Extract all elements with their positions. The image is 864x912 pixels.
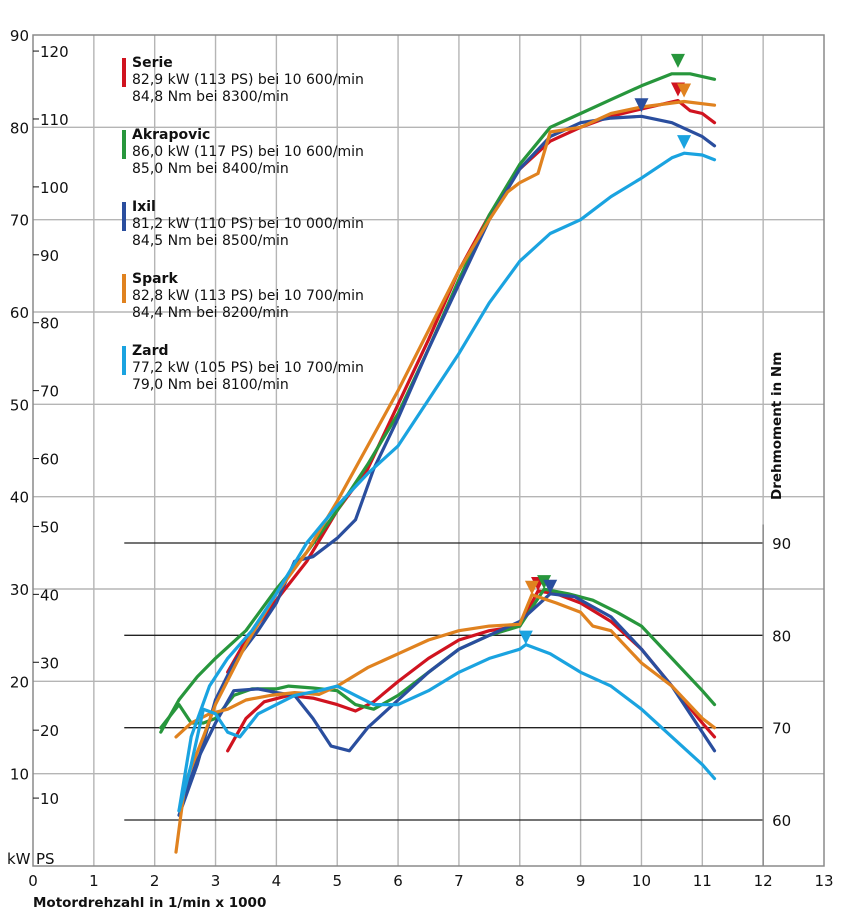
ps-tick-label: 20 xyxy=(40,722,59,740)
legend-swatch xyxy=(122,202,126,231)
kw-tick-label: 80 xyxy=(10,119,29,137)
ps-unit-label: PS xyxy=(36,850,55,868)
legend-swatch xyxy=(122,58,126,87)
x-tick-label: 9 xyxy=(576,872,586,890)
torque-curve-akrapovic xyxy=(159,587,717,730)
x-tick-label: 0 xyxy=(28,872,38,890)
peak-power-marker-akrapovic xyxy=(670,53,685,68)
kw-tick-label: 50 xyxy=(10,396,29,414)
legend-label: Serie xyxy=(132,55,173,71)
x-axis-title: Motordrehzahl in 1/min x 1000 xyxy=(33,895,266,911)
legend-swatch xyxy=(122,346,126,375)
peak-power-marker-spark xyxy=(677,83,692,98)
legend-label: Ixil xyxy=(132,199,156,215)
legend-power-text: 82,9 kW (113 PS) bei 10 600/min xyxy=(132,72,364,88)
peak-torque-marker-akrapovic xyxy=(537,575,552,590)
legend-torque-text: 84,8 Nm bei 8300/min xyxy=(132,89,289,105)
kw-tick-label: 60 xyxy=(10,304,29,322)
plot-frame xyxy=(32,34,825,867)
kw-tick-label: 30 xyxy=(10,581,29,599)
torque-reference-lines xyxy=(124,542,764,821)
legend-torque-text: 84,5 Nm bei 8500/min xyxy=(132,233,289,249)
tick-labels: 0 1 2 3 4 5 6 7 8 9 10 11 12 131020304050607080901020… xyxy=(10,27,834,890)
legend-item-serie: Serie 82,9 kW (113 PS) bei 10 600/min 84… xyxy=(122,55,364,106)
x-tick-label: 13 xyxy=(814,872,833,890)
legend-label: Zard xyxy=(132,343,169,359)
legend-item-spark: Spark 82,8 kW (113 PS) bei 10 700/min 84… xyxy=(122,271,364,322)
torque-tick-label: 70 xyxy=(772,720,791,738)
legend-power-text: 77,2 kW (105 PS) bei 10 700/min xyxy=(132,360,364,376)
legend: Serie 82,9 kW (113 PS) bei 10 600/min 84… xyxy=(122,55,364,415)
legend-item-ixil: Ixil 81,2 kW (110 PS) bei 10 000/min 84,… xyxy=(122,199,364,250)
ps-tick-label: 70 xyxy=(40,383,59,401)
x-tick-label: 5 xyxy=(332,872,342,890)
power-curve-spark xyxy=(174,99,717,854)
power-curve-ixil xyxy=(177,114,717,817)
peak-power-marker-zard xyxy=(677,135,692,150)
legend-label: Spark xyxy=(132,271,178,287)
x-tick-label: 7 xyxy=(454,872,464,890)
power-curve-zard xyxy=(177,151,717,813)
peak-torque-marker-spark xyxy=(524,580,539,595)
peak-torque-marker-zard xyxy=(518,630,533,645)
torque-curve-spark xyxy=(174,593,717,739)
curves xyxy=(159,72,717,854)
x-tick-label: 1 xyxy=(89,872,99,890)
x-tick-label: 12 xyxy=(754,872,773,890)
ps-tick-label: 30 xyxy=(40,654,59,672)
legend-power-text: 86,0 kW (117 PS) bei 10 600/min xyxy=(132,144,364,160)
x-tick-label: 10 xyxy=(632,872,651,890)
legend-swatch xyxy=(122,274,126,303)
peak-markers xyxy=(518,53,692,645)
kw-tick-label: 70 xyxy=(10,212,29,230)
ps-tick-label: 110 xyxy=(40,111,69,129)
torque-tick-label: 80 xyxy=(772,627,791,645)
torque-tick-label: 60 xyxy=(772,812,791,830)
torque-tick-label: 90 xyxy=(772,535,791,553)
legend-power-text: 82,8 kW (113 PS) bei 10 700/min xyxy=(132,288,364,304)
peak-torque-marker-ixil xyxy=(543,579,558,594)
ps-tick-label: 90 xyxy=(40,247,59,265)
ps-tick-label: 50 xyxy=(40,518,59,536)
x-tick-label: 6 xyxy=(393,872,403,890)
ps-tick-label: 80 xyxy=(40,315,59,333)
ps-tick-label: 40 xyxy=(40,586,59,604)
x-tick-label: 3 xyxy=(211,872,221,890)
legend-swatch xyxy=(122,130,126,159)
legend-torque-text: 79,0 Nm bei 8100/min xyxy=(132,377,289,393)
x-tick-label: 8 xyxy=(515,872,525,890)
x-tick-label: 2 xyxy=(150,872,160,890)
peak-power-marker-ixil xyxy=(634,98,649,113)
torque-curve-ixil xyxy=(177,592,717,813)
ps-tick-label: 100 xyxy=(40,179,69,197)
legend-torque-text: 85,0 Nm bei 8400/min xyxy=(132,161,289,177)
legend-item-akrapovic: Akrapovic 86,0 kW (117 PS) bei 10 600/mi… xyxy=(122,127,364,178)
x-tick-label: 11 xyxy=(693,872,712,890)
kw-unit-label: kW xyxy=(7,850,31,868)
legend-item-zard: Zard 77,2 kW (105 PS) bei 10 700/min 79,… xyxy=(122,343,364,394)
kw-tick-label: 90 xyxy=(10,27,29,45)
torque-curve-zard xyxy=(177,642,717,813)
legend-label: Akrapovic xyxy=(132,127,211,143)
ps-tick-label: 60 xyxy=(40,451,59,469)
legend-torque-text: 84,4 Nm bei 8200/min xyxy=(132,305,289,321)
x-tick-label: 4 xyxy=(272,872,282,890)
plot-border xyxy=(32,34,825,867)
kw-tick-label: 10 xyxy=(10,766,29,784)
kw-tick-label: 40 xyxy=(10,489,29,507)
legend-power-text: 81,2 kW (110 PS) bei 10 000/min xyxy=(132,216,364,232)
right-axis-title: Drehmoment in Nm xyxy=(769,352,785,500)
ps-tick-label: 120 xyxy=(40,43,69,61)
kw-tick-label: 20 xyxy=(10,673,29,691)
ps-tick-label: 10 xyxy=(40,790,59,808)
